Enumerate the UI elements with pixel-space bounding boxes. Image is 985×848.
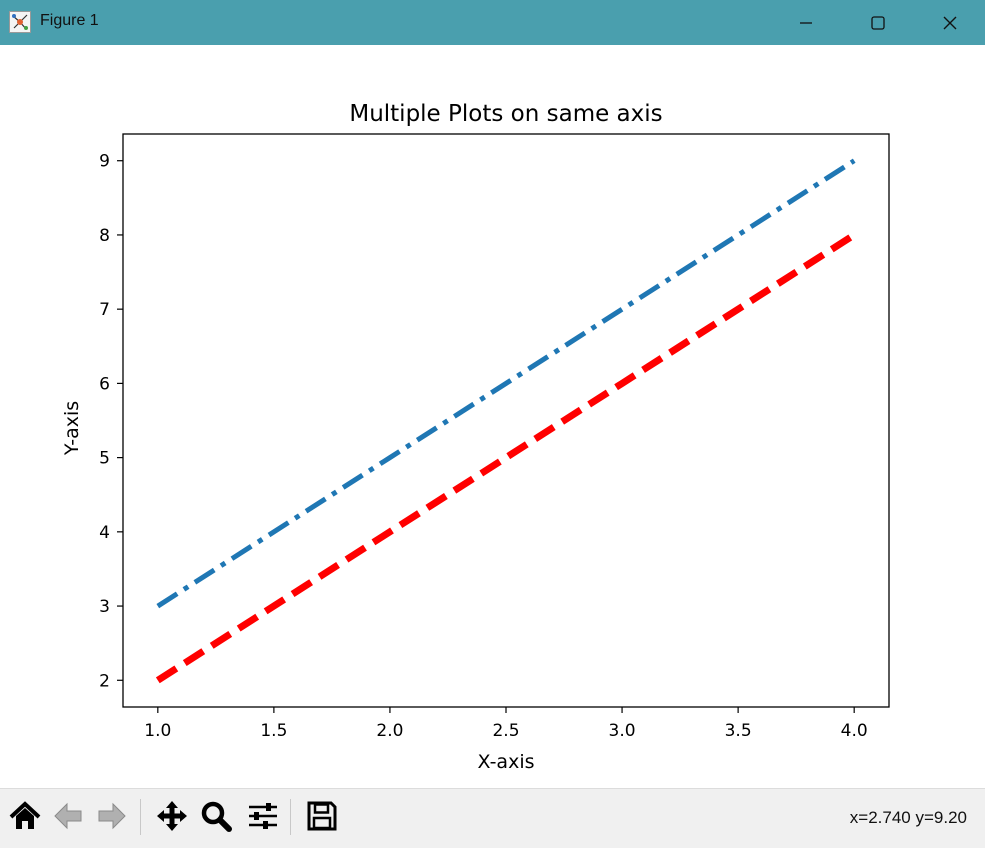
series-line-0 [156, 158, 856, 609]
series-line-1 [155, 231, 857, 684]
sliders-icon [246, 799, 280, 833]
y-tick-label: 2 [99, 671, 110, 691]
maximize-icon [870, 15, 886, 31]
y-axis-label: Y-axis [61, 401, 83, 456]
y-tick-label: 9 [99, 152, 110, 172]
save-button[interactable] [302, 796, 342, 836]
maximize-button[interactable] [843, 0, 913, 45]
home-button[interactable] [5, 796, 45, 836]
arrow-right-icon [96, 800, 128, 832]
toolbar-separator [290, 799, 291, 835]
cursor-coordinates: x=2.740 y=9.20 [849, 808, 967, 827]
window-title: Figure 1 [40, 12, 99, 29]
chart-title: Multiple Plots on same axis [349, 101, 662, 127]
y-tick-label: 8 [99, 226, 110, 246]
close-button[interactable] [915, 0, 985, 45]
y-tick-label: 3 [99, 597, 110, 617]
navigation-toolbar: x=2.740 y=9.20 [0, 788, 985, 848]
x-tick-label: 3.0 [609, 721, 636, 741]
back-button[interactable] [48, 796, 88, 836]
zoom-button[interactable] [196, 796, 236, 836]
magnifier-icon [199, 799, 233, 833]
matplotlib-logo-icon [9, 11, 31, 33]
x-tick-label: 2.0 [376, 721, 403, 741]
x-tick-label: 2.5 [492, 721, 519, 741]
move-icon [155, 799, 189, 833]
close-icon [942, 15, 958, 31]
axes-frame [122, 133, 890, 708]
x-axis-label: X-axis [478, 751, 535, 773]
home-icon [9, 800, 41, 832]
chart: Multiple Plots on same axis X-axis Y-axi… [61, 101, 890, 773]
x-tick-label: 1.0 [144, 721, 171, 741]
x-tick-label: 3.5 [725, 721, 752, 741]
forward-button[interactable] [92, 796, 132, 836]
minimize-icon [799, 16, 813, 30]
pan-button[interactable] [152, 796, 192, 836]
y-tick-label: 7 [99, 300, 110, 320]
arrow-left-icon [52, 800, 84, 832]
subplots-button[interactable] [243, 796, 283, 836]
toolbar-separator [140, 799, 141, 835]
x-tick-label: 1.5 [260, 721, 287, 741]
floppy-disk-icon [306, 800, 338, 832]
y-tick-label: 5 [99, 449, 110, 469]
y-tick-label: 6 [99, 374, 110, 394]
window-titlebar: Figure 1 [0, 0, 985, 45]
figure-canvas[interactable]: Multiple Plots on same axis X-axis Y-axi… [0, 45, 985, 788]
minimize-button[interactable] [771, 0, 841, 45]
y-tick-label: 4 [99, 523, 110, 543]
x-tick-label: 4.0 [841, 721, 868, 741]
